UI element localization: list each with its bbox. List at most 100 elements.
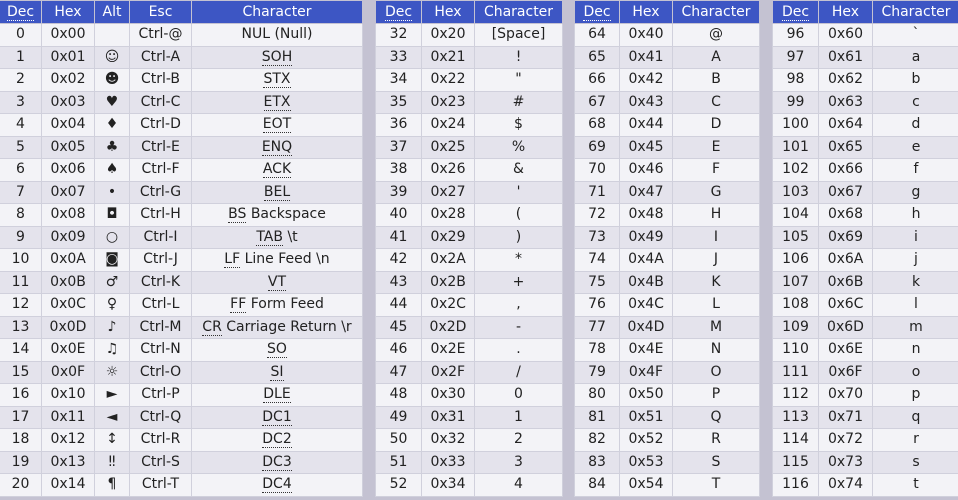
character-abbreviation[interactable]: BS xyxy=(228,206,247,224)
character-abbreviation[interactable]: TAB xyxy=(256,228,283,246)
hex-cell: 0x30 xyxy=(421,383,475,407)
column-header-esc[interactable]: Esc xyxy=(129,0,192,24)
character-cell: SOH xyxy=(191,45,363,69)
character-cell: 4 xyxy=(474,473,563,497)
dec-cell: 50 xyxy=(375,428,422,452)
hex-cell: 0x20 xyxy=(421,23,475,47)
alt-cell: ◄ xyxy=(94,405,130,429)
column-header-dec[interactable]: Dec xyxy=(772,0,819,24)
character-abbreviation[interactable]: VT xyxy=(267,273,287,291)
character-abbreviation[interactable]: DC3 xyxy=(262,453,292,471)
table-row: 9 0x09 ○ Ctrl-I TAB \t xyxy=(0,225,363,249)
character-abbreviation[interactable]: STX xyxy=(263,71,291,89)
dec-cell: 39 xyxy=(375,180,422,204)
column-header-hex[interactable]: Hex xyxy=(818,0,873,24)
esc-cell: Ctrl-Q xyxy=(129,405,192,429)
hex-cell: 0x6A xyxy=(818,248,873,272)
character-cell: % xyxy=(474,135,563,159)
character-cell: ) xyxy=(474,225,563,249)
table-row: 37 0x25% xyxy=(375,135,563,159)
character-abbreviation[interactable]: SI xyxy=(270,363,284,381)
column-header-character[interactable]: Character xyxy=(872,0,958,24)
character-cell: r xyxy=(872,428,958,452)
dec-cell: 3 xyxy=(0,90,42,114)
table-row: 96 0x60 ` xyxy=(772,23,958,47)
dec-cell: 113 xyxy=(772,405,819,429)
character-abbreviation[interactable]: EOT xyxy=(262,116,292,134)
hex-cell: 0x45 xyxy=(619,135,673,159)
table-row: 111 0x6F o xyxy=(772,360,958,384)
character-cell: S xyxy=(672,450,760,474)
character-abbreviation[interactable]: ENQ xyxy=(261,138,293,156)
character-abbreviation[interactable]: BEL xyxy=(263,183,291,201)
character-abbreviation[interactable]: LF xyxy=(224,251,241,269)
character-cell: , xyxy=(474,293,563,317)
dec-cell: 13 xyxy=(0,315,42,339)
dec-cell: 100 xyxy=(772,113,819,137)
column-header-hex[interactable]: Hex xyxy=(421,0,475,24)
character-cell: i xyxy=(872,225,958,249)
character-cell: 3 xyxy=(474,450,563,474)
table-row: 20 0x14 ¶ Ctrl-T DC4 xyxy=(0,473,363,497)
column-header-dec[interactable]: Dec xyxy=(375,0,422,24)
column-header-character[interactable]: Character xyxy=(191,0,363,24)
esc-cell: Ctrl-I xyxy=(129,225,192,249)
character-cell: o xyxy=(872,360,958,384)
esc-cell: Ctrl-B xyxy=(129,68,192,92)
table-row: 36 0x24 $ xyxy=(375,113,563,137)
hex-cell: 0x46 xyxy=(619,158,673,182)
dec-cell: 49 xyxy=(375,405,422,429)
character-cell: BS Backspace xyxy=(191,203,363,227)
character-abbreviation[interactable]: DC2 xyxy=(262,431,292,449)
character-cell: ! xyxy=(474,45,563,69)
character-cell: L xyxy=(672,293,760,317)
table-row: 107 0x6B k xyxy=(772,270,958,294)
esc-cell: Ctrl-M xyxy=(129,315,192,339)
character-cell: h xyxy=(872,203,958,227)
table-row: 103 0x67 g xyxy=(772,180,958,204)
column-header-character[interactable]: Character xyxy=(672,0,760,24)
character-abbreviation[interactable]: DC1 xyxy=(262,408,292,426)
character-cell: ' xyxy=(474,180,563,204)
character-abbreviation[interactable]: DC4 xyxy=(262,476,292,494)
character-abbreviation[interactable]: DLE xyxy=(263,386,291,404)
hex-cell: 0x25 xyxy=(421,135,475,159)
character-abbreviation[interactable]: CR xyxy=(202,318,222,336)
alt-cell: ¶ xyxy=(94,473,130,497)
dec-cell: 67 xyxy=(574,90,620,114)
dec-cell: 0 xyxy=(0,23,42,47)
column-header-alt[interactable]: Alt xyxy=(94,0,130,24)
hex-cell: 0x4A xyxy=(619,248,673,272)
hex-cell: 0x47 xyxy=(619,180,673,204)
esc-cell: Ctrl-C xyxy=(129,90,192,114)
table-row: 3 0x03 ♥ Ctrl-C ETX xyxy=(0,90,363,114)
column-header-dec[interactable]: Dec xyxy=(574,0,620,24)
table-row: 97 0x61 a xyxy=(772,45,958,69)
character-abbreviation[interactable]: SOH xyxy=(261,48,293,66)
column-header-hex[interactable]: Hex xyxy=(619,0,673,24)
table-row: 72 0x48 H xyxy=(574,203,760,227)
column-header-dec[interactable]: Dec xyxy=(0,0,42,24)
hex-cell: 0x09 xyxy=(41,225,95,249)
hex-cell: 0x32 xyxy=(421,428,475,452)
dec-cell: 10 xyxy=(0,248,42,272)
character-abbreviation[interactable]: SO xyxy=(267,341,287,359)
dec-cell: 20 xyxy=(0,473,42,497)
table-row: 32 0x20 [Space] xyxy=(375,23,563,47)
dec-cell: 77 xyxy=(574,315,620,339)
table-row: 40 0x28( xyxy=(375,203,563,227)
table-row: 69 0x45 E xyxy=(574,135,760,159)
dec-cell: 78 xyxy=(574,338,620,362)
column-header-character[interactable]: Character xyxy=(474,0,563,24)
table-row: 102 0x66 f xyxy=(772,158,958,182)
character-abbreviation[interactable]: ACK xyxy=(262,161,292,179)
dec-cell: 108 xyxy=(772,293,819,317)
dec-cell: 111 xyxy=(772,360,819,384)
hex-cell: 0x2D xyxy=(421,315,475,339)
column-header-hex[interactable]: Hex xyxy=(41,0,95,24)
table-row: 4 0x04 ♦ Ctrl-D EOT xyxy=(0,113,363,137)
character-cell: 2 xyxy=(474,428,563,452)
dec-cell: 15 xyxy=(0,360,42,384)
character-abbreviation[interactable]: FF xyxy=(230,296,247,314)
character-abbreviation[interactable]: ETX xyxy=(263,93,291,111)
